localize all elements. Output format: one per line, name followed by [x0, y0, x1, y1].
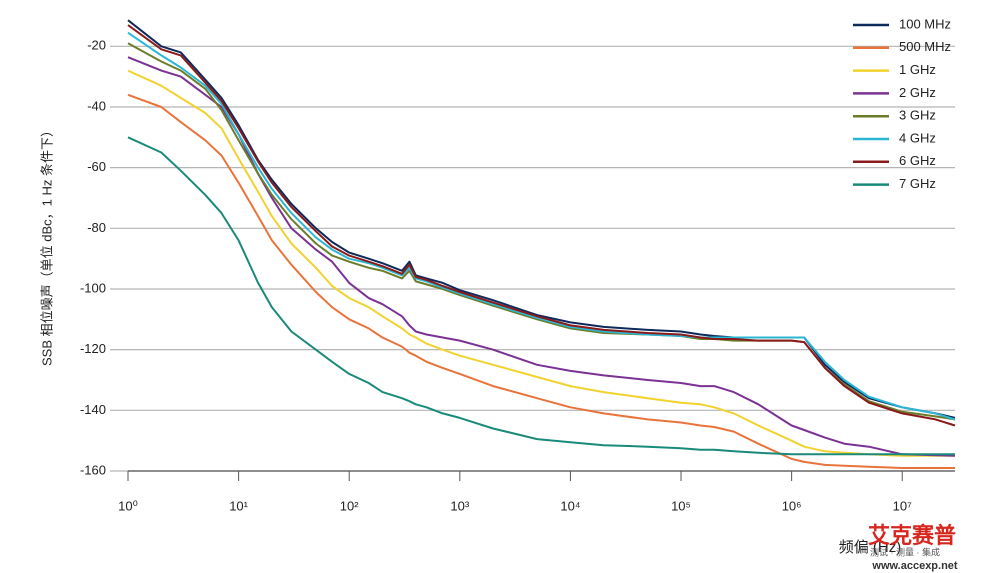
y-tick-label: -60 [87, 159, 106, 174]
series-line [127, 31, 956, 421]
x-tick-label: 10⁰ [118, 498, 138, 513]
y-tick-label: -100 [80, 280, 106, 295]
series-line [127, 56, 956, 457]
legend-label: 6 GHz [899, 153, 936, 168]
y-tick-label: -20 [87, 38, 106, 53]
x-tick-label: 10⁷ [893, 498, 912, 513]
x-tick-label: 10² [340, 498, 359, 513]
y-tick-label: -120 [80, 341, 106, 356]
watermark-url: www.accexp.net [871, 560, 958, 572]
series-line [127, 19, 956, 419]
legend-label: 7 GHz [899, 176, 936, 191]
x-tick-label: 10¹ [229, 498, 248, 513]
x-tick-label: 10⁴ [560, 498, 580, 513]
series-line [127, 69, 955, 457]
x-axis-label: 频偏 (Hz) [839, 539, 902, 556]
y-tick-label: -80 [87, 220, 106, 235]
series-line [127, 136, 955, 456]
watermark-brand: 艾克赛普 [868, 523, 956, 548]
x-tick-label: 10⁶ [782, 498, 802, 513]
watermark-slogan: 测试 · 测量 · 集成 [870, 546, 940, 557]
legend-label: 100 MHz [899, 16, 951, 31]
legend-label: 3 GHz [899, 108, 936, 123]
legend-label: 2 GHz [899, 85, 936, 100]
legend-label: 500 MHz [899, 39, 951, 54]
series-line [127, 93, 955, 469]
x-tick-label: 10⁵ [671, 498, 691, 513]
y-axis-label: SSB 相位噪声（单位 dBc，1 Hz 条件下） [39, 124, 54, 366]
legend-label: 1 GHz [899, 62, 936, 77]
legend-label: 4 GHz [899, 130, 936, 145]
y-tick-label: -140 [80, 402, 106, 417]
series-line [127, 24, 956, 427]
y-tick-label: -40 [87, 98, 106, 113]
x-tick-label: 10³ [450, 498, 469, 513]
series-line [127, 42, 956, 421]
y-tick-label: -160 [80, 462, 106, 477]
